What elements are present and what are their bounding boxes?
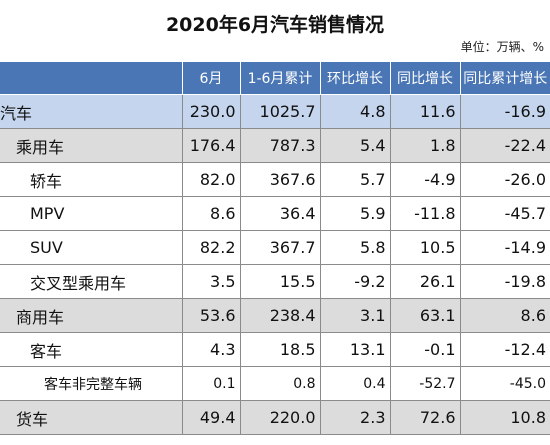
column-header: 1-6月累计: [239, 62, 320, 95]
table-cell: 230.0: [181, 94, 240, 129]
row-label: MPV: [0, 196, 182, 231]
table-cell: -45.7: [459, 196, 550, 231]
table-cell: -16.9: [459, 94, 550, 129]
table-cell: 49.4: [181, 400, 240, 435]
table-cell: 0.4: [319, 366, 390, 401]
table-row: 乘用车 176.4 787.3 5.4 1.8 -22.4: [0, 128, 550, 163]
table-cell: -9.2: [319, 264, 390, 299]
row-label: 交叉型乘用车: [0, 264, 182, 299]
table-cell: 36.4: [239, 196, 320, 231]
table-cell: -12.4: [459, 332, 550, 367]
table-cell: 1.8: [389, 128, 460, 163]
table-row: 交叉型乘用车 3.5 15.5 -9.2 26.1 -19.8: [0, 264, 550, 299]
row-label: 客车非完整车辆: [0, 366, 182, 401]
table-cell: 63.1: [389, 298, 460, 333]
column-header: 同比累计增长: [459, 62, 550, 95]
table-cell: 0.1: [181, 366, 240, 401]
table-row: MPV 8.6 36.4 5.9 -11.8 -45.7: [0, 196, 550, 231]
table-cell: 11.6: [389, 94, 460, 129]
table-title: 2020年6月汽车销售情况: [165, 14, 385, 36]
table-cell: 220.0: [239, 400, 320, 435]
table-cell: 5.7: [319, 162, 390, 197]
table-cell: 5.8: [319, 230, 390, 265]
table-cell: -0.1: [389, 332, 460, 367]
table-cell: -52.7: [389, 366, 460, 401]
table-cell: 10.5: [389, 230, 460, 265]
row-label: 货车: [0, 400, 182, 435]
table-cell: 1025.7: [239, 94, 320, 129]
table-cell: 8.6: [181, 196, 240, 231]
table-cell: 10.8: [459, 400, 550, 435]
table-cell: -11.8: [389, 196, 460, 231]
column-header: [0, 62, 182, 95]
table-row: 汽车 230.0 1025.7 4.8 11.6 -16.9: [0, 94, 550, 129]
table-cell: 3.5: [181, 264, 240, 299]
table-row: 商用车 53.6 238.4 3.1 63.1 8.6: [0, 298, 550, 333]
table-cell: 13.1: [319, 332, 390, 367]
column-header: 环比增长: [319, 62, 390, 95]
table-row: 轿车 82.0 367.6 5.7 -4.9 -26.0: [0, 162, 550, 197]
table-cell: -22.4: [459, 128, 550, 163]
column-header: 6月: [181, 62, 240, 95]
row-label: 商用车: [0, 298, 182, 333]
table-cell: -14.9: [459, 230, 550, 265]
table-cell: 4.3: [181, 332, 240, 367]
table-cell: -4.9: [389, 162, 460, 197]
table-row: 客车 4.3 18.5 13.1 -0.1 -12.4: [0, 332, 550, 367]
table-cell: 26.1: [389, 264, 460, 299]
table-cell: 53.6: [181, 298, 240, 333]
table-cell: 82.2: [181, 230, 240, 265]
table-row: 客车非完整车辆 0.1 0.8 0.4 -52.7 -45.0: [0, 366, 550, 401]
row-label: 客车: [0, 332, 182, 367]
table-cell: 3.1: [319, 298, 390, 333]
header-row: 6月 1-6月累计 环比增长 同比增长 同比累计增长: [0, 62, 550, 95]
table-cell: 72.6: [389, 400, 460, 435]
sales-table: 6月 1-6月累计 环比增长 同比增长 同比累计增长 汽车 230.0 1025.7…: [0, 62, 550, 435]
row-label: 轿车: [0, 162, 182, 197]
table-cell: -19.8: [459, 264, 550, 299]
table-cell: 82.0: [181, 162, 240, 197]
table-cell: 367.6: [239, 162, 320, 197]
table-row: 货车 49.4 220.0 2.3 72.6 10.8: [0, 400, 550, 435]
row-label: SUV: [0, 230, 182, 265]
table-cell: 787.3: [239, 128, 320, 163]
table-cell: 238.4: [239, 298, 320, 333]
table-cell: 15.5: [239, 264, 320, 299]
unit-label: 单位：万辆、%: [460, 40, 544, 54]
table-cell: 367.7: [239, 230, 320, 265]
table-row: SUV 82.2 367.7 5.8 10.5 -14.9: [0, 230, 550, 265]
table-cell: 4.8: [319, 94, 390, 129]
table-cell: 8.6: [459, 298, 550, 333]
table-cell: 2.3: [319, 400, 390, 435]
table-cell: 5.4: [319, 128, 390, 163]
table-cell: 18.5: [239, 332, 320, 367]
table-cell: -45.0: [459, 366, 550, 401]
table-cell: -26.0: [459, 162, 550, 197]
row-label: 乘用车: [0, 128, 182, 163]
table-cell: 0.8: [239, 366, 320, 401]
row-label: 汽车: [0, 94, 182, 129]
table-cell: 5.9: [319, 196, 390, 231]
column-header: 同比增长: [389, 62, 460, 95]
table-cell: 176.4: [181, 128, 240, 163]
